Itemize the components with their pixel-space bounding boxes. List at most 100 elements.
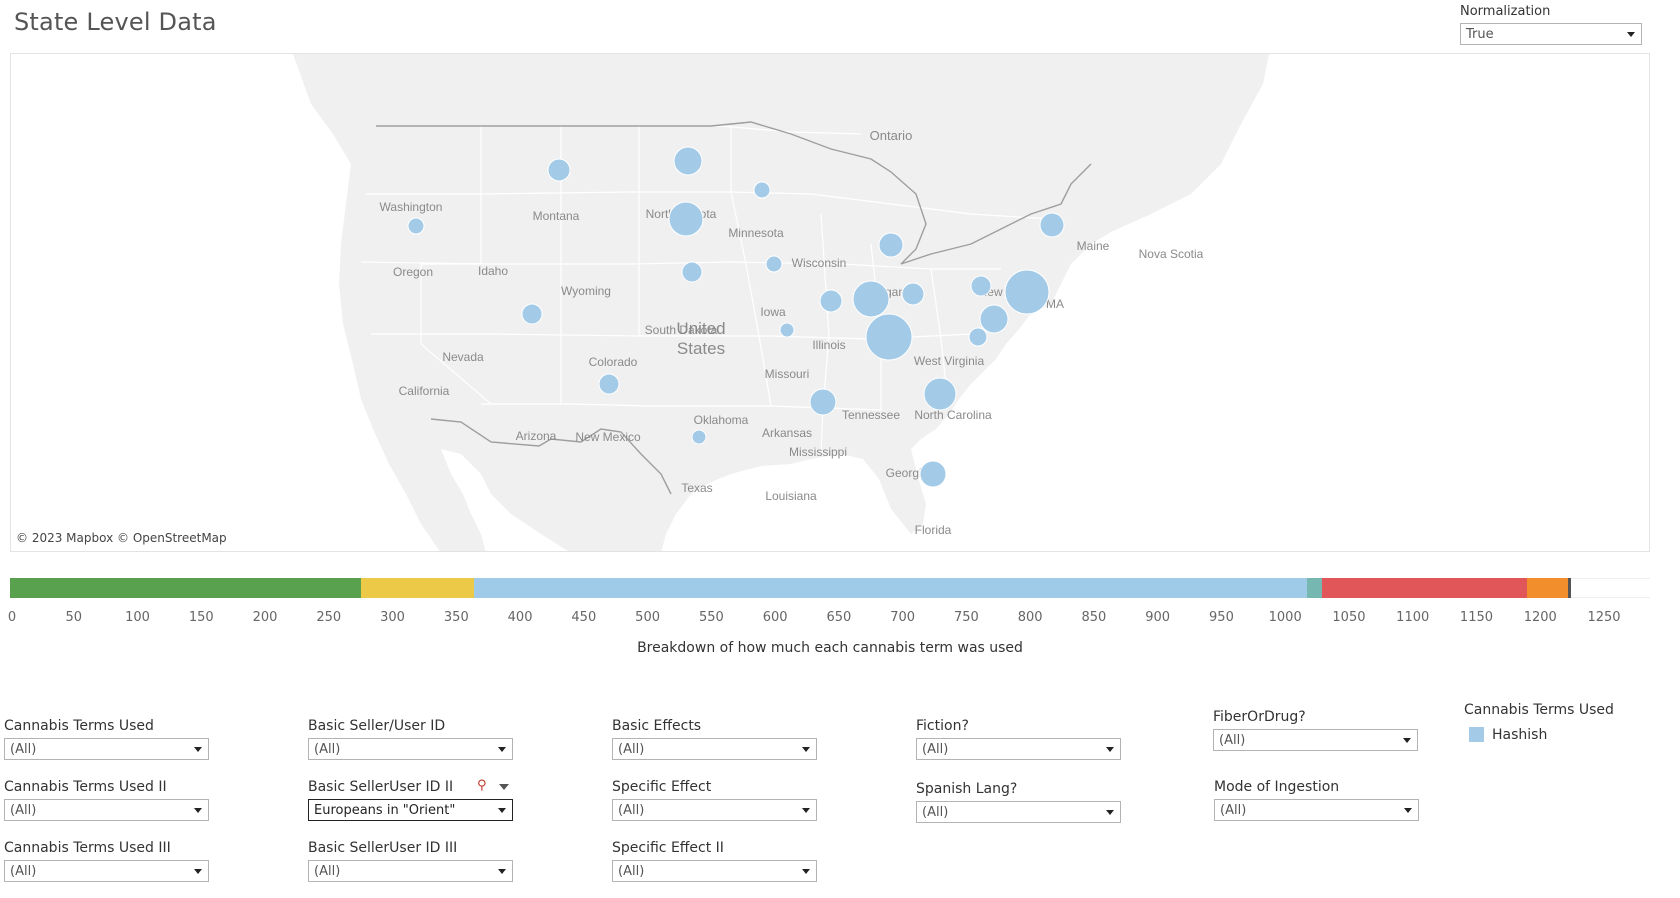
state-bubble[interactable] xyxy=(819,289,843,313)
basic-effects-dropdown[interactable]: (All) xyxy=(612,738,817,760)
state-bubble[interactable] xyxy=(970,275,992,297)
axis-tick-label: 150 xyxy=(188,610,214,625)
state-bubble[interactable] xyxy=(668,201,704,237)
state-bubble[interactable] xyxy=(547,158,571,182)
normalization-dropdown[interactable]: True xyxy=(1460,23,1642,45)
axis-tick-label: 200 xyxy=(252,610,278,625)
cannabis-terms-used-value: (All) xyxy=(10,742,37,757)
fiber-or-drug-dropdown[interactable]: (All) xyxy=(1213,729,1418,751)
cannabis-terms-used-label: Cannabis Terms Used xyxy=(4,718,154,734)
cannabis-terms-used-dropdown[interactable]: (All) xyxy=(4,738,209,760)
state-bubble[interactable] xyxy=(1004,269,1050,315)
state-bubble[interactable] xyxy=(923,377,957,411)
legend-swatch-hashish[interactable] xyxy=(1469,727,1484,742)
state-bubble[interactable] xyxy=(901,282,925,306)
state-bubble[interactable] xyxy=(753,181,771,199)
chevron-down-icon xyxy=(802,869,810,874)
fiction-dropdown[interactable]: (All) xyxy=(916,738,1121,760)
strip-segment[interactable] xyxy=(360,578,475,598)
state-bubble[interactable] xyxy=(809,388,837,416)
chevron-down-icon xyxy=(1106,747,1114,752)
state-bubble[interactable] xyxy=(865,313,913,361)
map-label: Minnesota xyxy=(728,226,784,240)
cannabis-terms-used-iii-dropdown[interactable]: (All) xyxy=(4,860,209,882)
strip-segment[interactable] xyxy=(10,578,361,598)
spanish-lang-dropdown[interactable]: (All) xyxy=(916,801,1121,823)
mode-of-ingestion-dropdown[interactable]: (All) xyxy=(1214,799,1419,821)
state-bubble[interactable] xyxy=(919,460,947,488)
state-bubble[interactable] xyxy=(598,373,620,395)
page-title: State Level Data xyxy=(14,8,217,36)
map-label: Illinois xyxy=(812,338,845,352)
axis-tick-label: 300 xyxy=(380,610,405,625)
state-bubble[interactable] xyxy=(852,280,890,318)
map-label: Tennessee xyxy=(842,408,900,422)
clear-filter-icon[interactable]: ⚲ xyxy=(477,778,487,793)
us-canada-border xyxy=(376,121,1092,265)
basic-selleruser-id-iii-dropdown[interactable]: (All) xyxy=(308,860,513,882)
strip-segment[interactable] xyxy=(1322,578,1528,598)
strip-segment[interactable] xyxy=(1306,578,1323,598)
map-label: Oregon xyxy=(393,265,433,279)
basic-effects-value: (All) xyxy=(618,742,645,757)
state-bubble[interactable] xyxy=(979,304,1009,334)
map-label: Texas xyxy=(681,481,712,495)
specific-effect-dropdown[interactable]: (All) xyxy=(612,799,817,821)
fiber-or-drug-value: (All) xyxy=(1219,733,1246,748)
state-bubble[interactable] xyxy=(673,146,703,176)
map-label: MA xyxy=(1046,297,1064,311)
specific-effect-ii-label: Specific Effect II xyxy=(612,840,724,856)
north-america-landmass xyxy=(293,54,1269,551)
axis-tick-label: 1100 xyxy=(1396,610,1430,625)
strip-segment[interactable] xyxy=(1568,578,1571,598)
chevron-down-icon xyxy=(498,808,506,813)
state-bubble[interactable] xyxy=(1039,212,1065,238)
state-bubbles[interactable] xyxy=(407,146,1065,488)
state-bubble[interactable] xyxy=(779,322,795,338)
state-bubble[interactable] xyxy=(878,232,904,258)
map-label: Nevada xyxy=(442,350,484,364)
state-bubble[interactable] xyxy=(521,303,543,325)
basic-selleruser-id-ii-label: Basic SellerUser ID II xyxy=(308,779,454,795)
map-label: Colorado xyxy=(589,355,638,369)
cannabis-term-breakdown-bar[interactable] xyxy=(8,578,1650,598)
chevron-down-icon xyxy=(1627,32,1635,37)
border-line xyxy=(730,126,772,407)
basic-selleruser-id-ii-dropdown[interactable]: Europeans in "Orient" xyxy=(308,799,513,821)
state-bubble[interactable] xyxy=(968,327,988,347)
cannabis-terms-used-iii-label: Cannabis Terms Used III xyxy=(4,840,171,856)
specific-effect-ii-dropdown[interactable]: (All) xyxy=(612,860,817,882)
basic-selleruser-id-ii-value: Europeans in "Orient" xyxy=(314,803,456,818)
map-label: Montana xyxy=(533,209,580,223)
basic-effects-label: Basic Effects xyxy=(612,718,702,734)
spanish-lang-value: (All) xyxy=(922,805,949,820)
state-bubble[interactable] xyxy=(765,255,783,273)
axis-tick-label: 900 xyxy=(1145,610,1171,625)
axis-tick-label: 450 xyxy=(571,610,597,625)
axis-tick-label: 0 xyxy=(7,610,17,625)
axis-tick-label: 350 xyxy=(443,610,469,625)
axis-tick-label: 1150 xyxy=(1459,610,1494,625)
breakdown-axis: 0 50 100 150 200 250 300 350 400 450 500 550 600 650 7… xyxy=(0,610,1680,630)
fiction-value: (All) xyxy=(922,742,949,757)
strip-segment[interactable] xyxy=(1527,578,1569,598)
specific-effect-label: Specific Effect xyxy=(612,779,712,795)
chevron-down-icon xyxy=(1404,808,1412,813)
state-bubble[interactable] xyxy=(681,261,703,283)
strip-segment[interactable] xyxy=(474,578,1307,598)
land-layer xyxy=(293,54,1269,551)
state-bubble[interactable] xyxy=(691,429,707,445)
state-bubble[interactable] xyxy=(407,217,425,235)
axis-tick-label: 400 xyxy=(507,610,533,625)
cannabis-terms-used-ii-dropdown[interactable]: (All) xyxy=(4,799,209,821)
map-label: Idaho xyxy=(478,264,508,278)
legend-item-hashish[interactable]: Hashish xyxy=(1492,727,1548,743)
map-label: Missouri xyxy=(765,367,810,381)
filter-menu-caret-icon[interactable] xyxy=(499,784,509,790)
map-label: South Dakota xyxy=(645,323,718,337)
map-label: New Mexico xyxy=(575,430,641,444)
basic-seller-user-id-dropdown[interactable]: (All) xyxy=(308,738,513,760)
